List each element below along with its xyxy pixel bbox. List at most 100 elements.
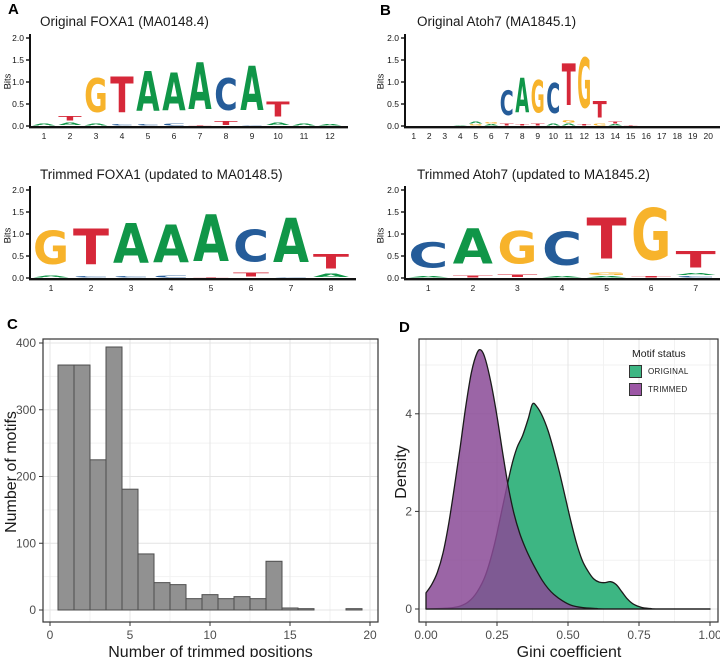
svg-text:T: T bbox=[214, 120, 238, 126]
svg-text:1.00: 1.00 bbox=[698, 628, 720, 642]
svg-text:0.5: 0.5 bbox=[387, 99, 399, 109]
svg-text:C: C bbox=[113, 276, 149, 278]
density-y-axis-title: Density bbox=[393, 445, 410, 499]
svg-text:3: 3 bbox=[515, 283, 520, 293]
svg-text:A: A bbox=[193, 203, 229, 277]
svg-text:A: A bbox=[676, 273, 717, 276]
svg-text:7: 7 bbox=[504, 131, 509, 141]
foxa1-trimmed-title: Trimmed FOXA1 (updated to MA0148.5) bbox=[40, 167, 283, 182]
svg-text:0.75: 0.75 bbox=[627, 628, 651, 642]
svg-text:1.0: 1.0 bbox=[387, 229, 399, 239]
gini-density-plot: 0.00 0.25 0.50 0.75 1.00 0 2 4 bbox=[405, 338, 720, 642]
svg-text:200: 200 bbox=[16, 470, 36, 484]
panel-label-d: D bbox=[399, 319, 410, 336]
svg-text:1.5: 1.5 bbox=[387, 207, 399, 217]
svg-text:A: A bbox=[136, 61, 159, 124]
svg-text:10: 10 bbox=[203, 628, 217, 642]
svg-text:C: C bbox=[500, 86, 514, 124]
svg-text:C: C bbox=[273, 277, 309, 278]
svg-text:4: 4 bbox=[405, 407, 412, 421]
svg-text:15: 15 bbox=[283, 628, 297, 642]
svg-text:0.00: 0.00 bbox=[414, 628, 438, 642]
svg-text:G: G bbox=[631, 195, 671, 276]
svg-text:T: T bbox=[497, 274, 538, 278]
svg-text:2.0: 2.0 bbox=[12, 33, 24, 43]
panel-label-a: A bbox=[8, 1, 19, 18]
svg-text:A: A bbox=[113, 212, 149, 275]
svg-text:8: 8 bbox=[329, 283, 334, 293]
svg-text:G: G bbox=[587, 272, 627, 276]
svg-text:8: 8 bbox=[520, 131, 525, 141]
svg-text:A: A bbox=[240, 54, 263, 125]
svg-text:A: A bbox=[32, 123, 56, 126]
svg-text:4: 4 bbox=[120, 131, 125, 141]
svg-text:2: 2 bbox=[68, 131, 73, 141]
svg-text:T: T bbox=[631, 276, 672, 278]
svg-text:12: 12 bbox=[325, 131, 335, 141]
svg-text:A: A bbox=[562, 124, 576, 127]
svg-text:A: A bbox=[33, 275, 70, 278]
svg-text:T: T bbox=[593, 97, 608, 123]
svg-text:18: 18 bbox=[673, 131, 683, 141]
svg-text:C: C bbox=[233, 221, 269, 272]
legend-title: Motif status bbox=[632, 348, 686, 360]
svg-text:17: 17 bbox=[657, 131, 667, 141]
svg-text:5: 5 bbox=[209, 283, 214, 293]
svg-text:T: T bbox=[624, 125, 638, 126]
svg-text:C: C bbox=[240, 125, 263, 126]
svg-text:10: 10 bbox=[549, 131, 559, 141]
svg-text:T: T bbox=[58, 115, 82, 123]
svg-text:T: T bbox=[676, 247, 717, 273]
atoh7-trimmed-title: Trimmed Atoh7 (updated to MA1845.2) bbox=[417, 167, 650, 182]
atoh7-trimmed-bits-label: Bits bbox=[375, 227, 387, 244]
svg-text:0.5: 0.5 bbox=[12, 99, 24, 109]
svg-text:2: 2 bbox=[427, 131, 432, 141]
svg-text:T: T bbox=[500, 124, 514, 126]
svg-text:300: 300 bbox=[16, 403, 36, 417]
svg-text:C: C bbox=[542, 223, 582, 276]
svg-text:7: 7 bbox=[693, 283, 698, 293]
svg-text:2: 2 bbox=[89, 283, 94, 293]
svg-text:20: 20 bbox=[363, 628, 377, 642]
svg-text:0.5: 0.5 bbox=[12, 251, 24, 261]
svg-text:A: A bbox=[408, 276, 449, 278]
histogram-x-axis-title: Number of trimmed positions bbox=[108, 644, 313, 657]
svg-text:A: A bbox=[273, 206, 309, 277]
svg-text:A: A bbox=[453, 125, 467, 126]
svg-text:3: 3 bbox=[94, 131, 99, 141]
svg-text:6: 6 bbox=[172, 131, 177, 141]
svg-text:5: 5 bbox=[604, 283, 609, 293]
svg-text:A: A bbox=[292, 123, 316, 126]
svg-text:7: 7 bbox=[198, 131, 203, 141]
svg-text:1: 1 bbox=[49, 283, 54, 293]
svg-text:C: C bbox=[153, 275, 189, 278]
motif-status-legend: Motif status ORIGINAL TRIMMED bbox=[629, 348, 689, 396]
svg-text:2.0: 2.0 bbox=[12, 185, 24, 195]
svg-text:0.0: 0.0 bbox=[387, 273, 399, 283]
svg-text:T: T bbox=[193, 277, 230, 278]
svg-text:A: A bbox=[162, 63, 186, 123]
svg-text:14: 14 bbox=[611, 131, 621, 141]
foxa1-original-logo: 0.00.51.01.52.01 2 3 4 5 6 7 8 9 10 11 12A ATAGCTCAC… bbox=[12, 33, 348, 141]
legend-item-original: ORIGINAL bbox=[629, 365, 689, 378]
svg-text:T: T bbox=[587, 206, 627, 272]
svg-text:C: C bbox=[136, 124, 159, 126]
svg-text:T: T bbox=[531, 123, 545, 126]
svg-text:T: T bbox=[562, 53, 576, 120]
svg-text:A: A bbox=[587, 276, 628, 278]
svg-text:13: 13 bbox=[595, 131, 605, 141]
svg-text:A: A bbox=[58, 122, 82, 126]
svg-text:7: 7 bbox=[289, 283, 294, 293]
svg-text:T: T bbox=[233, 272, 270, 278]
svg-text:T: T bbox=[453, 275, 494, 278]
svg-text:1: 1 bbox=[426, 283, 431, 293]
svg-text:5: 5 bbox=[473, 131, 478, 141]
svg-text:T: T bbox=[110, 67, 134, 124]
foxa1-original-bits-label: Bits bbox=[2, 73, 14, 90]
svg-text:A: A bbox=[153, 214, 189, 275]
svg-text:A: A bbox=[484, 124, 498, 126]
panel-label-c: C bbox=[7, 316, 18, 333]
